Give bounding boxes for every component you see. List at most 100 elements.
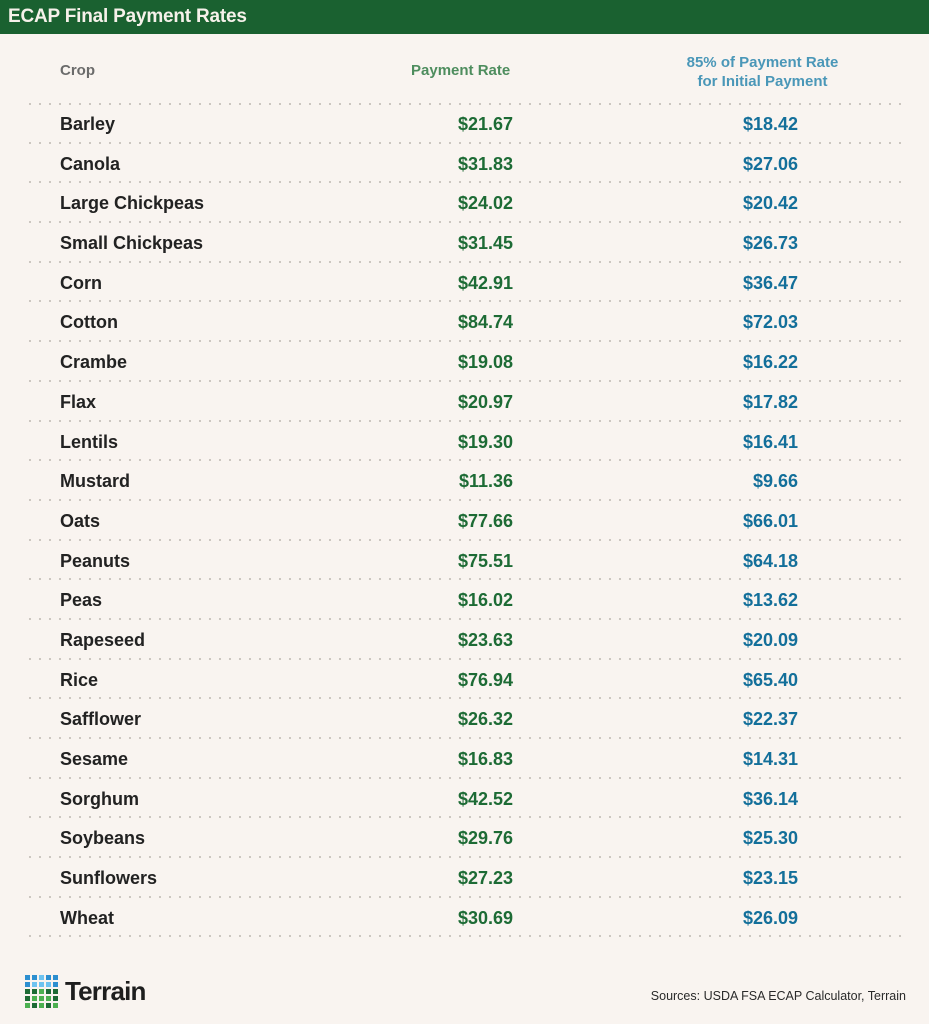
crop-name: Rapeseed bbox=[60, 629, 146, 650]
payment-rate-value: $27.23 bbox=[457, 868, 513, 889]
dotted-divider bbox=[25, 260, 905, 263]
payment-rate-value: $42.91 bbox=[457, 272, 513, 293]
initial-payment-value: $16.41 bbox=[742, 431, 798, 452]
initial-payment-value: $25.30 bbox=[742, 828, 798, 849]
table-row: Wheat $30.69 $26.09 bbox=[0, 898, 929, 938]
initial-payment-value: $20.09 bbox=[742, 629, 798, 650]
payment-rates-table: Barley $21.67 $18.42 Canola $31.83 $27.06 Larg… bbox=[0, 104, 929, 938]
crop-name: Canola bbox=[60, 153, 121, 174]
dotted-divider bbox=[25, 221, 905, 224]
column-header-initial-payment: 85% of Payment Rate for Initial Payment bbox=[640, 53, 885, 91]
logo-dot bbox=[53, 989, 58, 994]
table-row: Sesame $16.83 $14.31 bbox=[0, 739, 929, 779]
payment-rate-value: $19.30 bbox=[457, 431, 513, 452]
table-row: Safflower $26.32 $22.37 bbox=[0, 699, 929, 739]
dotted-divider bbox=[25, 181, 905, 184]
logo-dot bbox=[46, 1003, 51, 1008]
dotted-divider bbox=[25, 300, 905, 303]
logo-dot bbox=[39, 975, 44, 980]
payment-rate-value: $76.94 bbox=[457, 669, 513, 690]
table-row: Peanuts $75.51 $64.18 bbox=[0, 541, 929, 581]
initial-payment-value: $9.66 bbox=[752, 471, 798, 492]
table-row: Mustard $11.36 $9.66 bbox=[0, 461, 929, 501]
table-header: Crop Payment Rate 85% of Payment Rate fo… bbox=[0, 40, 929, 105]
payment-rate-value: $16.02 bbox=[457, 590, 513, 611]
payment-rate-value: $23.63 bbox=[457, 629, 513, 650]
initial-payment-value: $16.22 bbox=[742, 352, 798, 373]
logo-dot bbox=[39, 1003, 44, 1008]
sources-note: Sources: USDA FSA ECAP Calculator, Terra… bbox=[650, 989, 906, 1003]
crop-name: Rice bbox=[60, 669, 99, 690]
table-row: Oats $77.66 $66.01 bbox=[0, 501, 929, 541]
logo-dot bbox=[39, 989, 44, 994]
logo-dot bbox=[53, 996, 58, 1001]
crop-name: Wheat bbox=[60, 907, 114, 928]
logo-dot bbox=[32, 975, 37, 980]
payment-rate-value: $42.52 bbox=[457, 788, 513, 809]
dotted-divider bbox=[25, 498, 905, 501]
initial-payment-value: $23.15 bbox=[742, 868, 798, 889]
crop-name: Cotton bbox=[60, 312, 118, 333]
logo-dot bbox=[32, 982, 37, 987]
table-row: Peas $16.02 $13.62 bbox=[0, 580, 929, 620]
logo-dot bbox=[39, 982, 44, 987]
crop-name: Sunflowers bbox=[60, 868, 158, 889]
dot-grid-logo-icon bbox=[25, 975, 58, 1008]
logo-dot bbox=[46, 975, 51, 980]
payment-rate-value: $19.08 bbox=[457, 352, 513, 373]
initial-payment-value: $72.03 bbox=[742, 312, 798, 333]
table-row: Soybeans $29.76 $25.30 bbox=[0, 818, 929, 859]
initial-payment-value: $64.18 bbox=[742, 550, 798, 571]
crop-name: Large Chickpeas bbox=[60, 193, 205, 214]
crop-name: Barley bbox=[60, 114, 116, 134]
payment-rate-value: $29.76 bbox=[457, 828, 513, 849]
table-row: Small Chickpeas $31.45 $26.73 bbox=[0, 223, 929, 263]
logo-dot bbox=[46, 989, 51, 994]
table-row: Sunflowers $27.23 $23.15 bbox=[0, 858, 929, 898]
crop-name: Mustard bbox=[60, 471, 131, 492]
initial-payment-value: $22.37 bbox=[742, 709, 798, 730]
dotted-divider bbox=[25, 657, 905, 660]
table-row: Sorghum $42.52 $36.14 bbox=[0, 779, 929, 819]
table-row: Flax $20.97 $17.82 bbox=[0, 382, 929, 422]
logo-dot bbox=[53, 1003, 58, 1008]
logo-dot bbox=[46, 996, 51, 1001]
payment-rate-value: $31.45 bbox=[457, 233, 513, 254]
logo-dot bbox=[46, 982, 51, 987]
dotted-divider bbox=[25, 103, 905, 105]
table-row: Barley $21.67 $18.42 bbox=[0, 104, 929, 144]
dotted-divider bbox=[25, 578, 905, 581]
crop-name: Lentils bbox=[60, 431, 119, 452]
logo-dot bbox=[32, 996, 37, 1001]
payment-rate-value: $16.83 bbox=[457, 749, 513, 769]
payment-rate-value: $24.02 bbox=[457, 193, 513, 214]
logo-dot bbox=[32, 1003, 37, 1008]
column-header-initial-line1: 85% of Payment Rate bbox=[686, 54, 839, 71]
logo-dot bbox=[53, 982, 58, 987]
initial-payment-value: $26.09 bbox=[742, 907, 798, 928]
crop-name: Flax bbox=[60, 391, 97, 412]
dotted-divider bbox=[25, 141, 905, 144]
dotted-divider bbox=[25, 856, 905, 859]
column-header-initial-line2: for Initial Payment bbox=[697, 73, 828, 90]
payment-rate-value: $26.32 bbox=[457, 709, 513, 730]
crop-name: Sorghum bbox=[60, 788, 139, 809]
crop-name: Sesame bbox=[60, 749, 129, 769]
crop-name: Oats bbox=[60, 510, 101, 531]
dotted-divider bbox=[25, 617, 905, 620]
logo-dot bbox=[53, 975, 58, 980]
logo-dot bbox=[25, 975, 30, 980]
table-row: Rice $76.94 $65.40 bbox=[0, 660, 929, 700]
crop-name: Safflower bbox=[60, 709, 142, 730]
dotted-divider bbox=[25, 340, 905, 343]
initial-payment-value: $17.82 bbox=[742, 391, 798, 412]
logo-dot bbox=[25, 1003, 30, 1008]
initial-payment-value: $20.42 bbox=[742, 193, 798, 214]
dotted-divider bbox=[25, 737, 905, 739]
column-header-crop: Crop bbox=[60, 62, 95, 79]
payment-rate-value: $77.66 bbox=[457, 510, 513, 531]
crop-name: Corn bbox=[60, 272, 102, 293]
crop-name: Peanuts bbox=[60, 550, 131, 571]
table-row: Large Chickpeas $24.02 $20.42 bbox=[0, 183, 929, 224]
table-row: Cotton $84.74 $72.03 bbox=[0, 302, 929, 343]
